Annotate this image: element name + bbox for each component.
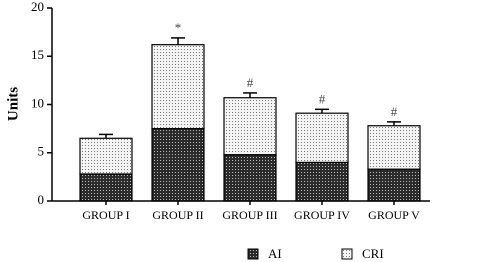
legend-swatch bbox=[247, 248, 259, 260]
annotation: # bbox=[319, 91, 326, 106]
x-tick-label: GROUP IV bbox=[294, 208, 350, 222]
bar-segment bbox=[295, 161, 349, 202]
x-tick-label: GROUP I bbox=[82, 208, 129, 222]
y-tick-label: 10 bbox=[31, 95, 44, 110]
x-tick-label: GROUP V bbox=[368, 208, 420, 222]
x-tick-label: GROUP III bbox=[222, 208, 277, 222]
legend-swatch bbox=[341, 248, 353, 260]
bar-segment bbox=[367, 168, 421, 202]
y-tick-label: 0 bbox=[38, 192, 45, 207]
bar-segment bbox=[151, 44, 205, 130]
y-axis-label: Units bbox=[5, 87, 21, 121]
bar-segment bbox=[223, 97, 277, 156]
bar-segment bbox=[151, 128, 205, 202]
annotation: # bbox=[391, 104, 398, 119]
bar-segment bbox=[223, 154, 277, 202]
bar-segment bbox=[367, 125, 421, 170]
y-tick-label: 5 bbox=[38, 144, 45, 159]
bar-segment bbox=[79, 173, 133, 202]
y-tick-label: 15 bbox=[31, 47, 44, 62]
y-tick-label: 20 bbox=[31, 0, 44, 14]
annotation: # bbox=[247, 75, 254, 90]
bar-segment bbox=[295, 112, 349, 163]
x-tick-label: GROUP II bbox=[152, 208, 203, 222]
legend-label: CRI bbox=[362, 246, 384, 261]
annotation: * bbox=[175, 20, 182, 35]
legend-label: AI bbox=[268, 246, 282, 261]
bar-segment bbox=[79, 137, 133, 175]
